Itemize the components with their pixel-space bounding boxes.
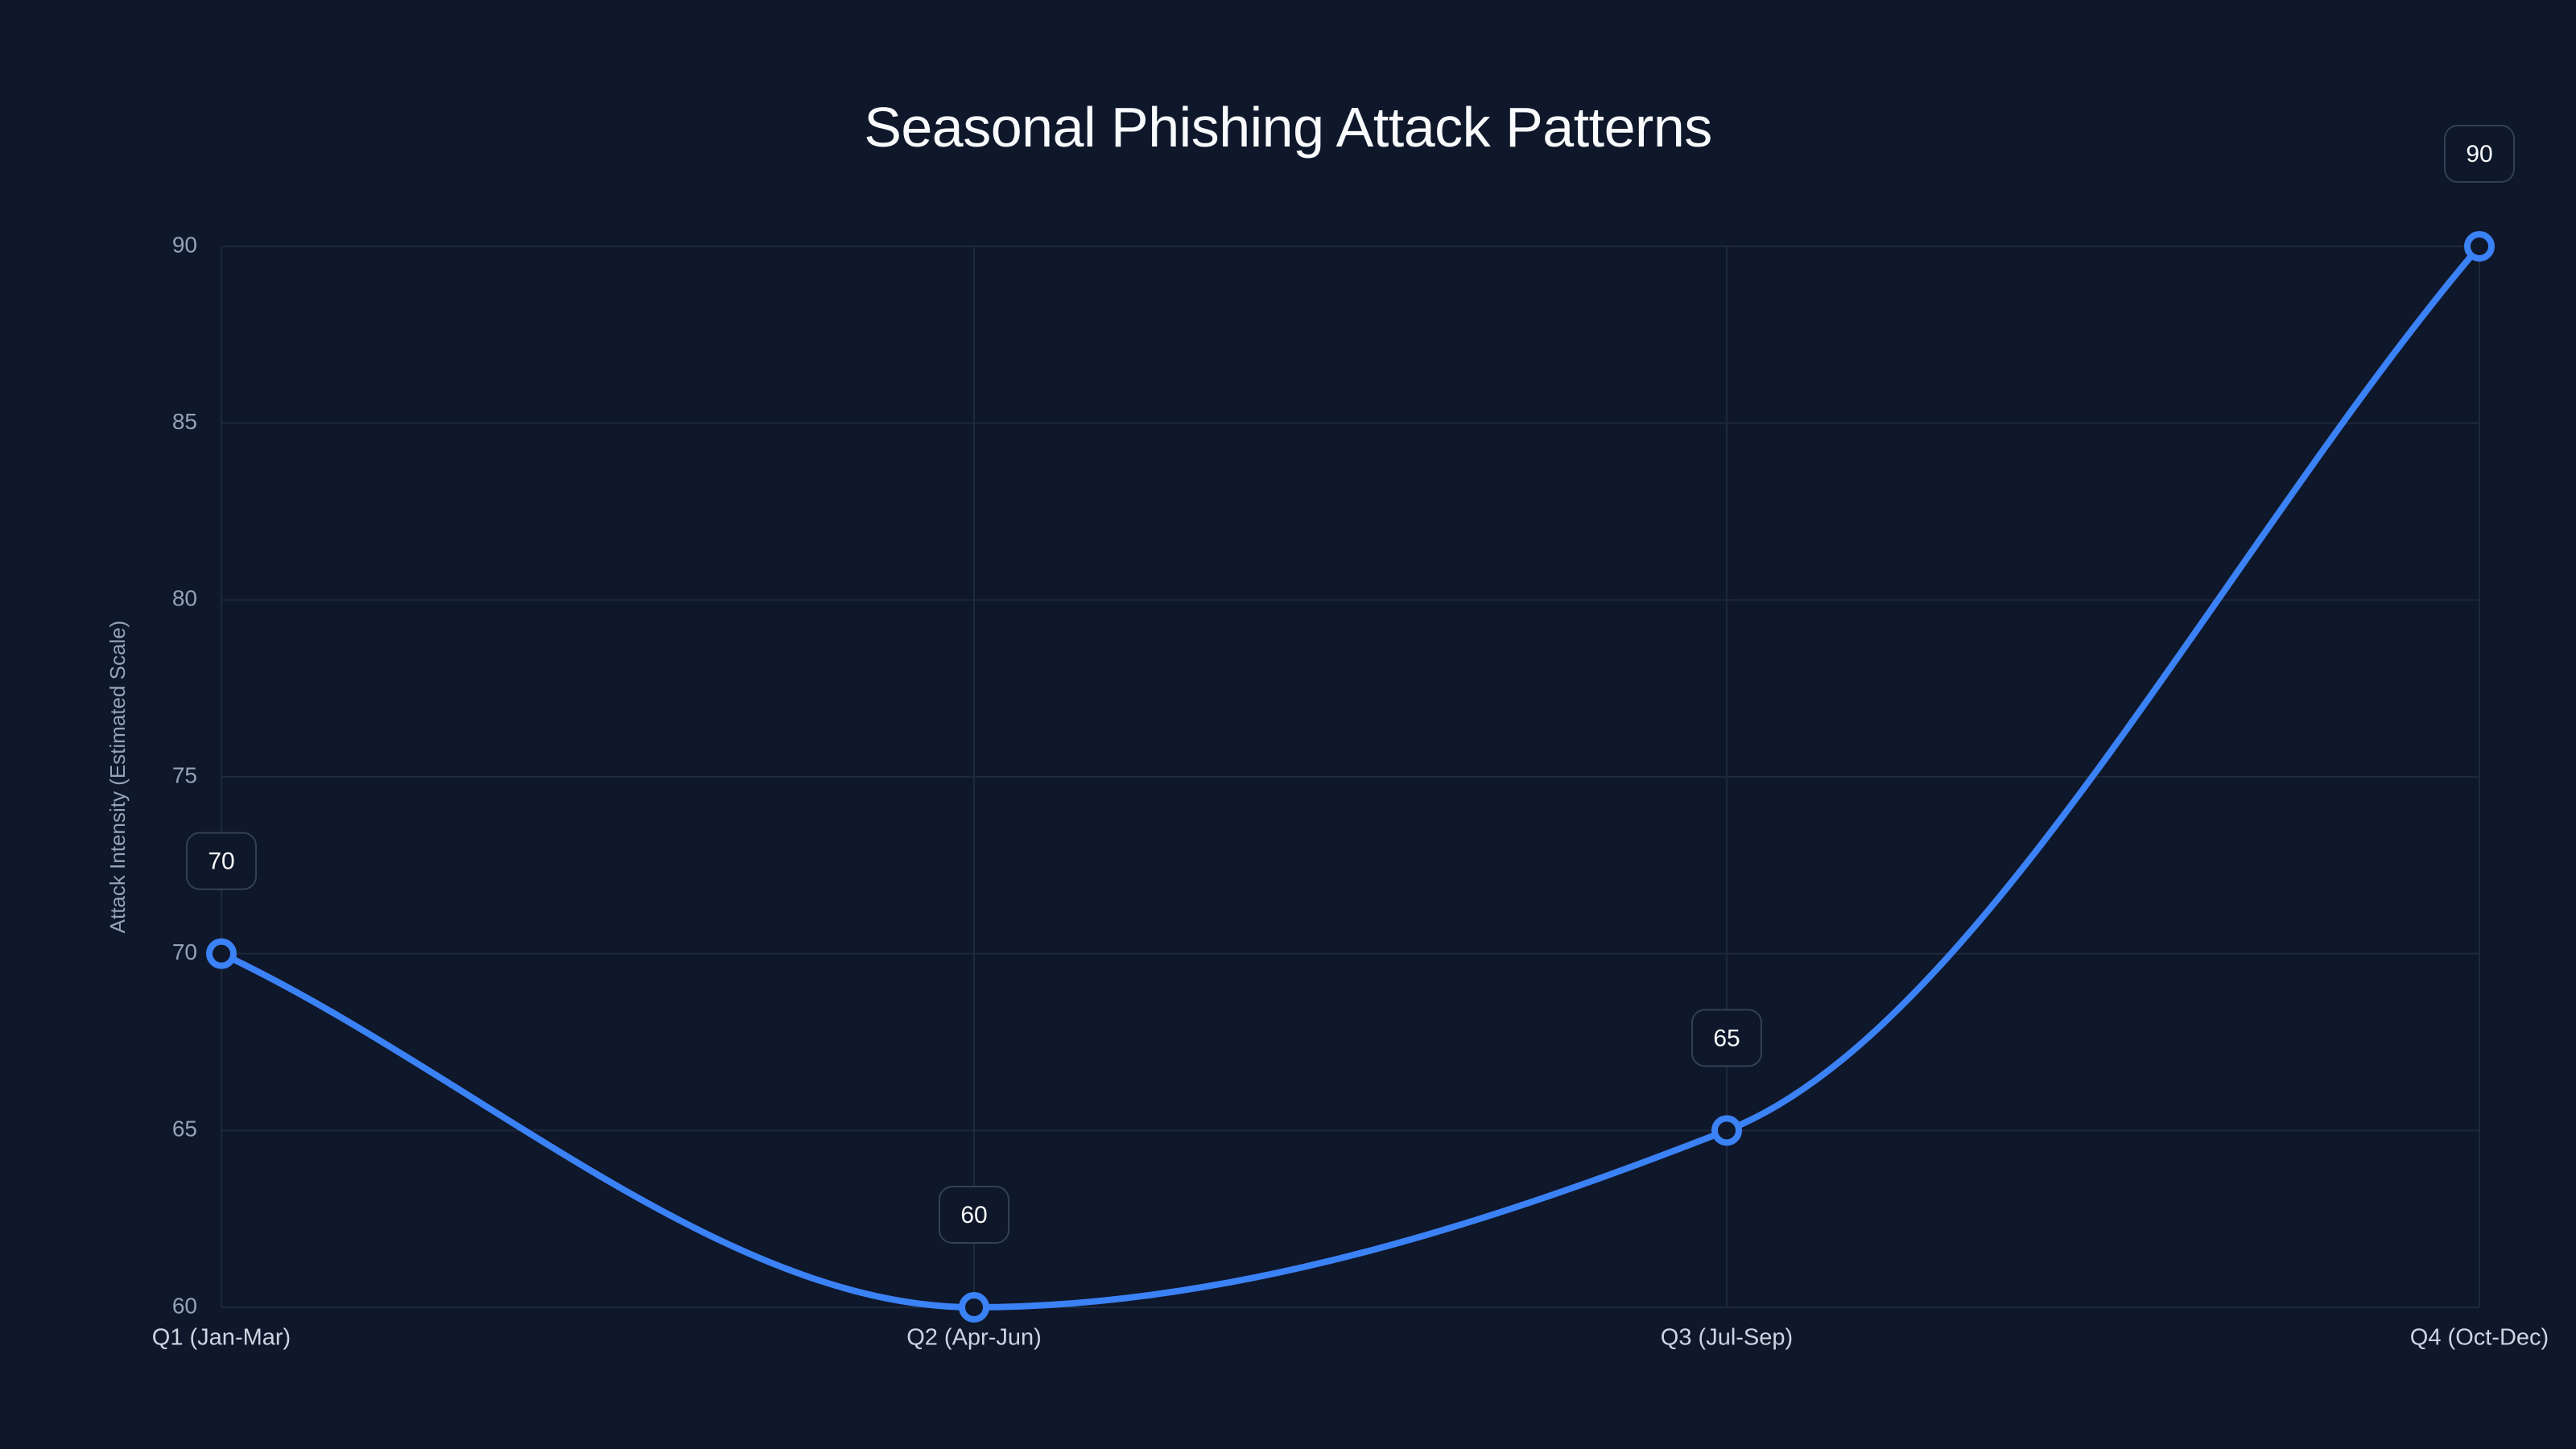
y-tick-label: 80 (172, 586, 197, 611)
data-label: 70 (186, 832, 257, 890)
y-axis-ticks: 60 65 70 75 80 85 90 (172, 232, 197, 1318)
data-label: 90 (2444, 125, 2515, 183)
data-label: 60 (939, 1186, 1009, 1244)
y-tick-label: 90 (172, 232, 197, 257)
y-tick-label: 75 (172, 762, 197, 787)
data-point-markers (206, 231, 2495, 1323)
data-label-box (186, 832, 257, 890)
grid-lines (221, 246, 2480, 1308)
chart-title: Seasonal Phishing Attack Patterns (864, 96, 1712, 159)
data-point-marker (1711, 1115, 1742, 1146)
data-point-marker (2464, 231, 2495, 262)
data-label: 65 (1691, 1009, 1762, 1067)
data-label-value: 90 (2466, 141, 2492, 167)
x-tick-label: Q2 (Apr-Jun) (906, 1325, 1042, 1351)
data-label-value: 70 (208, 848, 234, 875)
data-labels: 70 60 65 90 (186, 125, 2515, 1244)
data-label-value: 65 (1713, 1025, 1740, 1051)
data-point-marker (206, 938, 237, 969)
y-tick-label: 70 (172, 939, 197, 964)
data-label-box (2444, 125, 2515, 183)
data-label-box (1691, 1009, 1762, 1067)
x-tick-label: Q1 (Jan-Mar) (152, 1325, 291, 1351)
y-tick-label: 65 (172, 1117, 197, 1141)
data-label-box (939, 1186, 1009, 1244)
data-point-marker (959, 1292, 989, 1323)
x-axis-ticks: Q1 (Jan-Mar) Q2 (Apr-Jun) Q3 (Jul-Sep) Q4 (… (152, 1325, 2549, 1351)
y-tick-label: 60 (172, 1293, 197, 1318)
x-tick-label: Q4 (Oct-Dec) (2410, 1325, 2549, 1351)
y-tick-label: 85 (172, 409, 197, 434)
data-label-value: 60 (960, 1202, 987, 1228)
series-line-attack-intensity (218, 243, 2483, 1311)
y-axis-title: Attack Intensity (Estimated Scale) (105, 621, 130, 934)
x-tick-label: Q3 (Jul-Sep) (1661, 1325, 1793, 1351)
